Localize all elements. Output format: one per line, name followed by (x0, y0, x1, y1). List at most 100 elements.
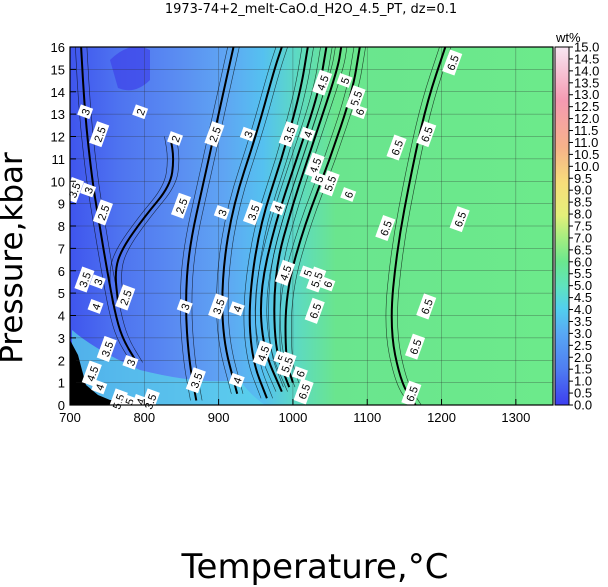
contour-label-bg (401, 380, 422, 407)
contour-line-minor (180, 47, 228, 401)
y-tick-label: 5 (58, 286, 65, 301)
y-tick-label: 10 (51, 174, 65, 189)
contour-label-bg (89, 274, 106, 290)
contour-label: 4.5 (304, 152, 325, 179)
contour-label-text: 4 (135, 397, 148, 407)
contour-label: 5 (310, 171, 327, 187)
contour-label: 4 (91, 379, 108, 395)
contour-label-text: 4.5 (278, 264, 295, 282)
contour-line-minor (75, 47, 132, 363)
contour-label: 4.5 (252, 340, 273, 367)
contour-label-bg (336, 73, 353, 88)
contour-label-bg (96, 335, 117, 362)
contour-label-bg (351, 104, 368, 120)
y-tick-label: 15 (51, 62, 65, 77)
colorbar-tick-label: 7.5 (574, 219, 592, 234)
contour-label-bg (77, 104, 94, 120)
contour-label-bg (274, 259, 296, 286)
contour-label: 4 (299, 126, 315, 142)
contour-label-bg (91, 379, 108, 395)
contour-label: 2 (167, 131, 183, 146)
contour-line (114, 136, 175, 305)
contour-label-bg (204, 121, 225, 148)
contour-label-text: 3.5 (211, 298, 228, 316)
contour-label: 3 (77, 104, 94, 120)
contour-label-text: 4 (302, 130, 315, 140)
contour-label-text: 6 (295, 369, 308, 379)
contour-label-text: 3.5 (143, 393, 160, 411)
contour-label-bg (449, 206, 470, 233)
colorbar-tick-label: 6.5 (574, 242, 592, 257)
chart-title: 1973-74+2_melt-CaO.d_H2O_4.5_PT, dz=0.1 (165, 2, 457, 17)
contour-label-text: 5.5 (323, 175, 340, 193)
contour-label-bg (404, 333, 426, 360)
low-value-core (110, 47, 150, 91)
contour-label: 5 (336, 73, 353, 88)
contour-label-text: 4 (272, 204, 285, 214)
y-tick-label: 16 (51, 40, 65, 55)
contour-label-text: 3 (243, 130, 256, 140)
colorbar-tick-label: 9.5 (574, 171, 592, 186)
contour-label-bg (242, 199, 264, 226)
contour-label-text: 4.5 (85, 365, 102, 383)
contour-line-minor (109, 136, 168, 305)
contour-label: 5.5 (319, 170, 340, 197)
contour-label-bg (386, 134, 407, 161)
contour-label-bg (176, 299, 193, 314)
contour-label-text: 5 (313, 174, 326, 184)
contour-label: 6.5 (449, 206, 470, 233)
contour-label: 2 (132, 104, 149, 120)
contour-label-bg (81, 360, 102, 387)
contour-label: 6.5 (375, 214, 396, 242)
contour-label-bg (228, 372, 245, 388)
colorbar-tick-label: 8.0 (574, 207, 592, 222)
mid-cyan-region (72, 330, 265, 405)
x-tick-label: 800 (133, 410, 155, 425)
contour-label-text: 5 (302, 268, 315, 278)
contour-label-bg (375, 214, 396, 242)
contour-label-bg (63, 176, 85, 204)
contour-label-text: 6.5 (390, 139, 407, 157)
contour-line-minor (86, 47, 143, 363)
y-tick-label: 7 (58, 241, 65, 256)
contour-label: 4 (228, 301, 245, 317)
contour-label: 4.5 (312, 69, 333, 96)
contour-label: 3.5 (96, 335, 117, 362)
contour-label-text: 4 (94, 383, 107, 393)
x-tick-label: 900 (208, 410, 230, 425)
y-tick-label: 12 (51, 130, 65, 145)
contour-label-text: 6.5 (419, 298, 436, 316)
colorbar-tick-label: 2.5 (574, 338, 592, 353)
contour-label: 3.5 (185, 367, 206, 394)
contour-label: 6 (340, 187, 356, 202)
contour-label-text: 5 (124, 397, 137, 407)
contour-label-text: 6.5 (404, 385, 421, 403)
x-tick-label: 700 (59, 410, 81, 425)
contour-label: 6.5 (304, 297, 325, 324)
contour-label: 3.5 (208, 293, 229, 320)
x-tick-label: 1100 (353, 410, 381, 425)
contour-label-bg (239, 126, 256, 142)
contour-label-bg (132, 104, 149, 120)
y-tick-label: 13 (51, 107, 65, 122)
y-tick-label: 0 (58, 398, 65, 413)
contour-label-bg (319, 276, 336, 292)
contour-label: 5.5 (345, 85, 366, 112)
colorbar-tick-label: 2.0 (574, 350, 592, 365)
contour-label: 6 (291, 366, 308, 381)
contour-label: 3.5 (63, 176, 85, 204)
contour-label-bg (416, 121, 437, 148)
contour-label-text: 2.5 (208, 125, 225, 143)
contour-label-bg (442, 49, 463, 76)
contour-label-bg (276, 351, 297, 378)
contour-label: 6.5 (293, 378, 314, 405)
x-tick-label: 1000 (278, 410, 307, 425)
dark-solidus-region (70, 340, 150, 405)
colorbar-tick-label: 4.0 (574, 302, 592, 317)
colorbar (554, 46, 570, 406)
contour-label-text: 6.5 (297, 383, 314, 401)
y-tick-label: 9 (58, 197, 65, 212)
colorbar-tick-label: 8.5 (574, 195, 592, 210)
contour-label: 6.5 (442, 49, 463, 76)
